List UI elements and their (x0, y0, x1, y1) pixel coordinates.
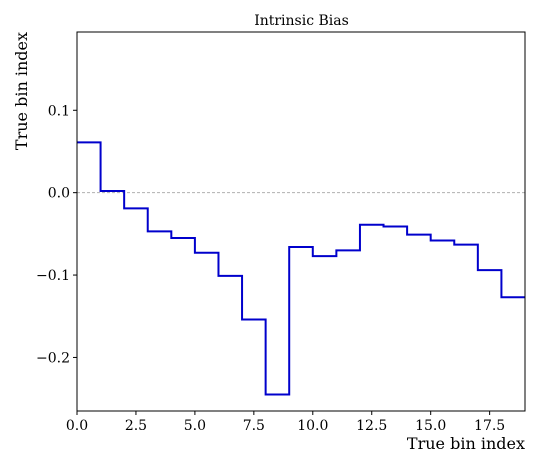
chart-title: Intrinsic Bias (254, 13, 349, 29)
x-tick-label: 17.5 (474, 418, 505, 434)
x-tick-label: 12.5 (356, 418, 387, 434)
x-tick-label: 5.0 (184, 418, 206, 434)
plot-frame (76, 31, 526, 412)
y-tick-label: 0.1 (48, 103, 70, 119)
y-axis: −0.2 −0.1 0.0 0.1 (36, 103, 77, 366)
y-tick-label: 0.0 (48, 186, 70, 202)
x-tick-label: 10.0 (297, 418, 328, 434)
y-tick-label: −0.2 (36, 350, 70, 366)
x-axis-label: True bin index (407, 434, 525, 453)
plot-area (76, 31, 526, 412)
series-line (77, 141, 525, 396)
x-tick-label: 15.0 (415, 418, 446, 434)
y-tick-label: −0.1 (36, 268, 70, 284)
x-axis: 0.0 2.5 5.0 7.5 10.0 12.5 15.0 17.5 (66, 411, 505, 434)
x-tick-label: 2.5 (125, 418, 147, 434)
x-tick-label: 0.0 (66, 418, 88, 434)
y-axis-label: True bin index (12, 32, 31, 150)
x-tick-label: 7.5 (243, 418, 265, 434)
